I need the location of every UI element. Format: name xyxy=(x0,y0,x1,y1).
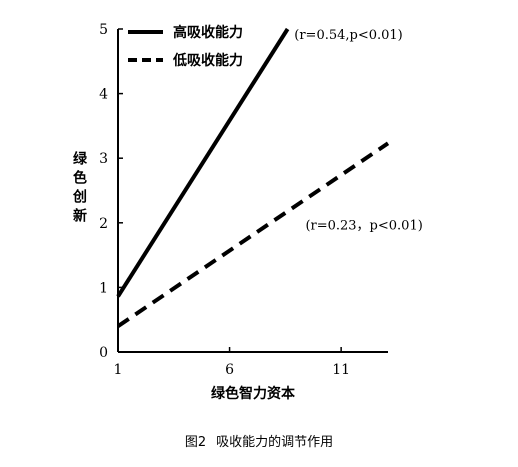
y-tick-label: 5 xyxy=(99,22,108,38)
y-ticks: 0 1 2 3 4 5 xyxy=(99,22,123,361)
y-axis-title: 绿色创新 xyxy=(72,151,88,225)
correlation-annotation: (r=0.23，p<0.01) xyxy=(305,219,422,234)
legend-label: 高吸收能力 xyxy=(173,24,243,41)
figure-number: 图2 xyxy=(184,435,207,450)
series-line-1 xyxy=(116,27,290,298)
legend-label: 低吸收能力 xyxy=(172,52,243,69)
x-tick-label: 6 xyxy=(225,362,234,378)
x-axis-title: 绿色智力资本 xyxy=(211,385,296,402)
annotations: (r=0.54,p<0.01) (r=0.23，p<0.01) xyxy=(294,28,423,234)
correlation-annotation: (r=0.54,p<0.01) xyxy=(294,28,403,43)
series-line-2 xyxy=(116,141,390,328)
x-tick-label: 1 xyxy=(114,362,123,378)
y-tick-label: 0 xyxy=(99,345,108,361)
x-tick-label: 11 xyxy=(332,362,350,378)
y-tick-label: 1 xyxy=(99,280,108,296)
figure-title: 吸收能力的调节作用 xyxy=(216,435,334,450)
y-tick-label: 4 xyxy=(99,87,108,103)
y-tick-label: 3 xyxy=(99,151,108,167)
y-tick-label: 2 xyxy=(99,216,108,232)
figure-caption: 图2 吸收能力的调节作用 xyxy=(0,431,518,450)
series-lines xyxy=(116,27,390,328)
x-ticks: 1 6 11 xyxy=(114,347,350,378)
axes xyxy=(117,29,388,353)
